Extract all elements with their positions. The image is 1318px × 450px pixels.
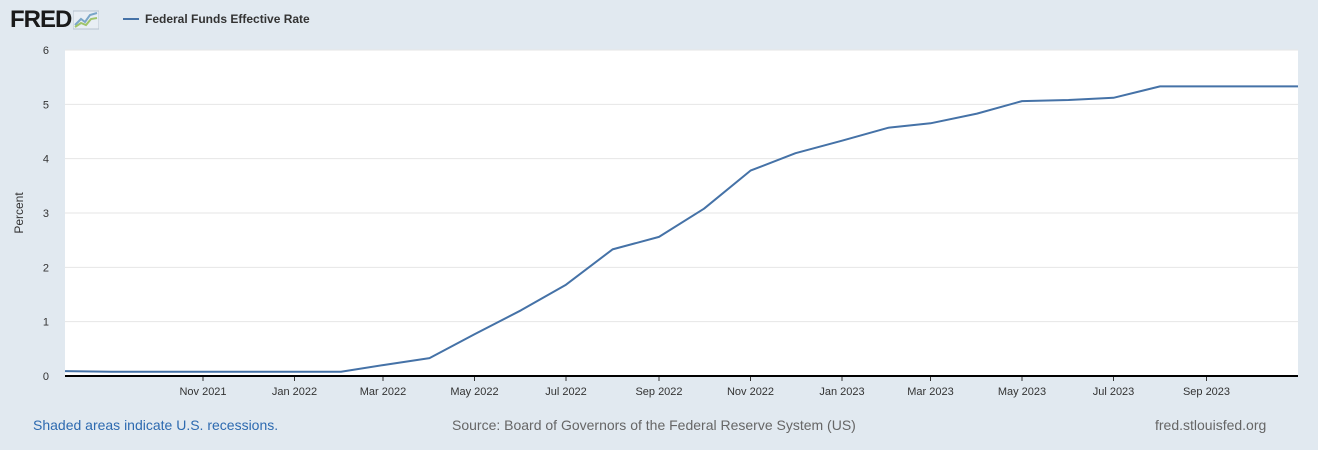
data-point (795, 152, 797, 154)
data-point (294, 371, 296, 373)
x-tick-label: Mar 2023 (907, 386, 953, 398)
data-point (247, 371, 249, 373)
x-tick-label: May 2022 (450, 386, 498, 398)
data-point (64, 370, 66, 372)
data-point (703, 208, 705, 210)
data-point (429, 357, 431, 359)
y-tick-label: 3 (43, 208, 49, 220)
data-point (658, 236, 660, 238)
data-point (750, 170, 752, 172)
x-axis-ticks: Nov 2021 Jan 2022 Mar 2022 May 2022 Jul 2022… (179, 376, 1230, 398)
data-point (1159, 85, 1161, 87)
x-tick-label: Jul 2022 (545, 386, 587, 398)
x-tick-label: Nov 2022 (727, 386, 774, 398)
source-note: Source: Board of Governors of the Federa… (452, 417, 856, 433)
data-point (202, 371, 204, 373)
data-point (930, 122, 932, 124)
fred-logo[interactable]: FRED (10, 5, 100, 35)
x-tick-label: Nov 2021 (179, 386, 226, 398)
series-group (64, 85, 1299, 373)
legend-label: Federal Funds Effective Rate (145, 12, 310, 26)
y-tick-label: 2 (43, 262, 49, 274)
series-line (64, 85, 1298, 373)
data-point (1021, 100, 1023, 102)
data-point (1068, 99, 1070, 101)
data-point (1206, 85, 1208, 87)
line-chart: 0 1 2 3 4 5 6 Nov 2021 Jan 2022 Mar 2022 May 2022… (12, 45, 1299, 398)
y-tick-label: 1 (43, 317, 49, 329)
data-point (382, 364, 384, 366)
recessions-note-link[interactable]: Shaded areas indicate U.S. recessions. (33, 417, 279, 433)
y-axis-ticks: 0 1 2 3 4 5 6 (43, 45, 49, 383)
data-point (976, 113, 978, 115)
x-tick-label: Sep 2023 (1183, 386, 1230, 398)
data-point (1113, 97, 1115, 99)
x-tick-label: Sep 2022 (635, 386, 682, 398)
data-point (888, 127, 890, 129)
data-point (111, 371, 113, 373)
x-tick-label: Jul 2023 (1093, 386, 1135, 398)
y-axis-title: Percent (12, 192, 26, 234)
x-tick-label: Mar 2022 (360, 386, 406, 398)
data-point (1297, 85, 1299, 87)
data-point (612, 248, 614, 250)
data-point (1251, 85, 1253, 87)
data-point (565, 284, 567, 286)
x-tick-label: Jan 2022 (272, 386, 317, 398)
y-tick-label: 6 (43, 45, 49, 57)
fred-chart-logo-icon (73, 10, 100, 30)
site-link[interactable]: fred.stlouisfed.org (1155, 417, 1267, 433)
data-point (156, 371, 158, 373)
chart-header: FRED Federal Funds Effective Rate (0, 0, 1318, 44)
data-point (520, 309, 522, 311)
data-point (474, 333, 476, 335)
grid-lines (65, 49, 1298, 323)
logo-text: FRED (10, 6, 72, 33)
x-tick-label: May 2023 (998, 386, 1046, 398)
x-tick-label: Jan 2023 (819, 386, 864, 398)
y-tick-label: 4 (43, 154, 49, 166)
y-tick-label: 5 (43, 99, 49, 111)
data-point (841, 140, 843, 142)
data-point (340, 371, 342, 373)
legend-line-swatch (123, 18, 139, 20)
chart-legend[interactable]: Federal Funds Effective Rate (123, 11, 310, 27)
y-tick-label: 0 (43, 371, 49, 383)
